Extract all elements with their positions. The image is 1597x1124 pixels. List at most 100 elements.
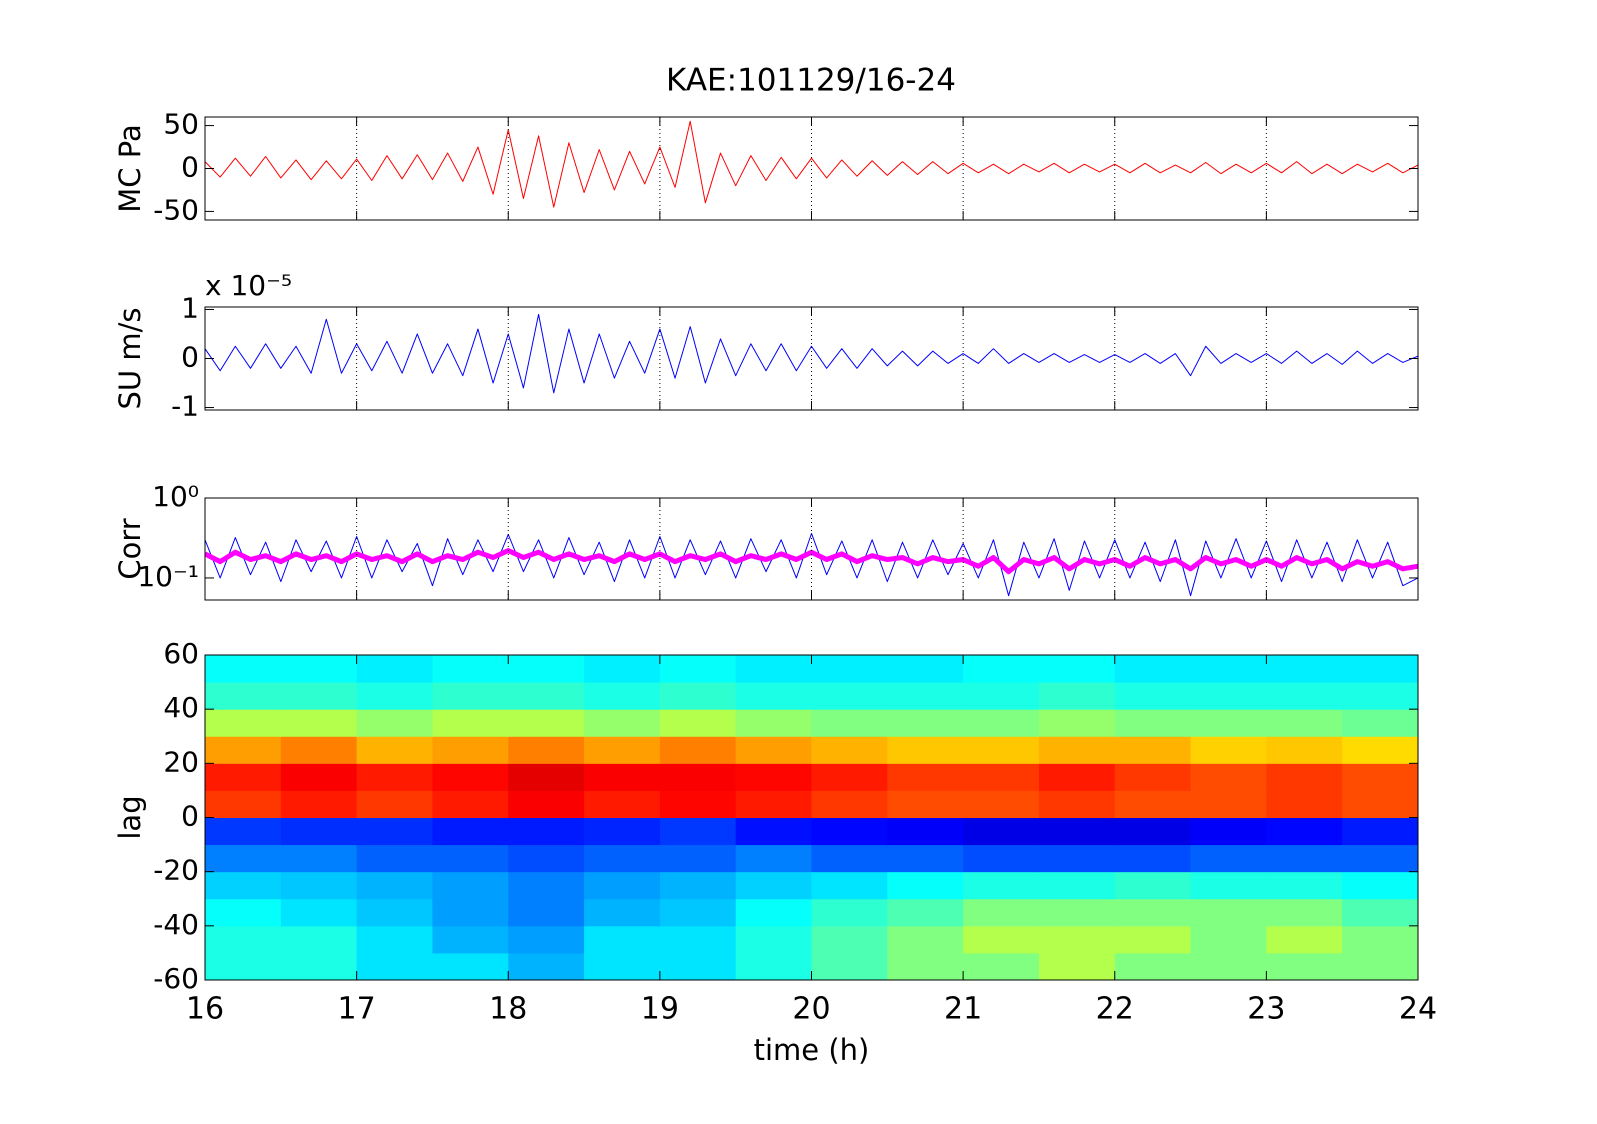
- heat-cell: [280, 709, 358, 737]
- x-tick-label: 24: [1399, 992, 1437, 1027]
- heat-cell: [356, 655, 433, 683]
- heat-cell: [1038, 682, 1116, 710]
- heat-cell: [280, 871, 358, 900]
- heat-cell: [811, 952, 888, 980]
- heat-cell: [432, 790, 509, 818]
- heat-cell: [1190, 655, 1267, 683]
- heat-cell: [1266, 763, 1343, 791]
- heat-cell: [659, 763, 737, 791]
- heat-cell: [811, 709, 888, 737]
- heat-cell: [659, 790, 737, 818]
- heat-cell: [811, 898, 888, 927]
- chart-title: KAE:101129/16-24: [666, 63, 956, 99]
- heat-cell: [1114, 871, 1192, 900]
- heat-cell: [887, 682, 964, 710]
- heat-cell: [432, 871, 509, 900]
- y-tick-label: 0: [181, 151, 199, 184]
- heat-cell: [280, 898, 358, 927]
- heat-cell: [1266, 844, 1343, 873]
- data-line: [205, 313, 1418, 394]
- heat-cell: [963, 817, 1040, 846]
- heat-cell: [584, 763, 661, 791]
- heat-cell: [887, 844, 964, 873]
- heat-cell: [356, 952, 433, 980]
- heat-cell: [356, 763, 433, 791]
- heat-cell: [811, 655, 888, 683]
- heat-cell: [887, 736, 964, 764]
- heat-cell: [1114, 844, 1192, 873]
- heat-cell: [1266, 655, 1343, 683]
- heat-cell: [1342, 817, 1418, 846]
- heat-cell: [963, 844, 1040, 873]
- heat-cell: [1038, 763, 1116, 791]
- heat-cell: [811, 925, 888, 954]
- heat-cell: [1114, 655, 1192, 683]
- heat-cell: [1114, 817, 1192, 846]
- y-tick-label: 20: [163, 745, 199, 778]
- y-tick-label: 50: [163, 108, 199, 141]
- heat-cell: [963, 655, 1040, 683]
- y-tick-label: -1: [171, 390, 199, 423]
- heat-cell: [432, 898, 509, 927]
- heat-cell: [887, 898, 964, 927]
- y-tick-label: 10⁰: [152, 480, 199, 513]
- heat-cell: [1266, 709, 1343, 737]
- heat-cell: [1190, 817, 1267, 846]
- heat-cell: [963, 925, 1040, 954]
- heat-cell: [735, 655, 812, 683]
- heat-cell: [735, 925, 812, 954]
- y-tick-label: 10⁻¹: [137, 560, 199, 593]
- heat-cell: [887, 925, 964, 954]
- heat-cell: [1114, 763, 1192, 791]
- heat-cell: [1190, 709, 1267, 737]
- heat-cell: [356, 682, 433, 710]
- heat-cell: [356, 925, 433, 954]
- heat-cell: [280, 844, 358, 873]
- heat-cell: [584, 709, 661, 737]
- heat-cell: [735, 763, 812, 791]
- x-tick-label: 22: [1096, 992, 1134, 1027]
- x-tick-label: 20: [792, 992, 830, 1027]
- heat-cell: [205, 790, 282, 818]
- heat-cell: [432, 736, 509, 764]
- heat-cell: [432, 655, 509, 683]
- x-tick-label: 19: [641, 992, 679, 1027]
- y-axis-label: MC Pa: [113, 124, 147, 212]
- heat-cell: [205, 736, 282, 764]
- plot-area: [205, 313, 1418, 394]
- heat-cell: [1114, 898, 1192, 927]
- heat-cell: [280, 817, 358, 846]
- heat-cell: [659, 709, 737, 737]
- heat-cell: [735, 736, 812, 764]
- y-tick-label: -20: [153, 854, 199, 887]
- heat-cell: [1190, 898, 1267, 927]
- heat-cell: [1038, 817, 1116, 846]
- heat-cell: [1038, 655, 1116, 683]
- heat-cell: [1038, 736, 1116, 764]
- heat-cell: [508, 871, 585, 900]
- heat-cell: [1114, 736, 1192, 764]
- heat-cell: [1038, 871, 1116, 900]
- heat-cell: [1190, 952, 1267, 980]
- heat-cell: [584, 952, 661, 980]
- heat-cell: [432, 817, 509, 846]
- heat-cell: [963, 871, 1040, 900]
- data-line: [205, 548, 1418, 575]
- heat-cell: [1114, 952, 1192, 980]
- heat-cell: [1190, 682, 1267, 710]
- heat-cell: [1266, 952, 1343, 980]
- x-tick-label: 16: [186, 992, 224, 1027]
- heat-cell: [963, 952, 1040, 980]
- heat-cell: [1190, 763, 1267, 791]
- heat-cell: [659, 844, 737, 873]
- heat-cell: [280, 655, 358, 683]
- heat-cell: [356, 790, 433, 818]
- heat-cell: [1266, 790, 1343, 818]
- heat-cell: [811, 790, 888, 818]
- heat-cell: [1114, 709, 1192, 737]
- heat-cell: [508, 709, 585, 737]
- heat-cell: [584, 925, 661, 954]
- heat-cell: [356, 736, 433, 764]
- heat-cell: [508, 898, 585, 927]
